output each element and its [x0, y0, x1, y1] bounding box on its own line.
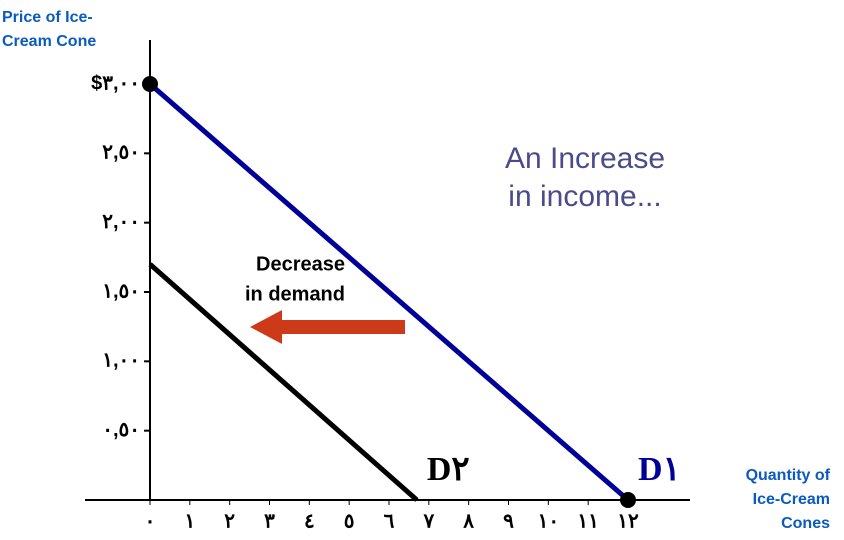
x-tick-label: ٠ — [145, 510, 156, 532]
y-tick-label: ٠,٥٠ — [102, 419, 140, 441]
x-tick-label: ٥ — [344, 510, 355, 532]
y-tick-label: ١,٠٠ — [102, 350, 140, 372]
x-tick-label: ٨ — [462, 510, 474, 532]
annotation: An Increase — [505, 142, 665, 175]
annotation: Decrease — [256, 253, 345, 275]
y-tick-label: ١,٥٠ — [102, 280, 140, 302]
x-tick-label: ٤ — [304, 510, 315, 532]
y-tick-label: $٣,٠٠ — [91, 72, 140, 94]
x-tick-label: ٧ — [422, 510, 434, 532]
x-tick-label: ٢ — [224, 510, 235, 532]
series-label: D١ — [638, 451, 681, 488]
endpoint — [620, 492, 636, 508]
x-axis-label: Quantity of — [746, 467, 831, 484]
x-tick-label: ٩ — [503, 510, 514, 532]
x-tick-label: ١٠ — [538, 510, 559, 532]
annotation: in demand — [245, 283, 345, 305]
y-axis-label: Cream Cone — [2, 33, 96, 50]
x-axis-label: Ice-Cream — [753, 491, 830, 508]
x-axis-label: Cones — [781, 515, 830, 532]
endpoint — [142, 76, 158, 92]
series-label: D٢ — [427, 451, 470, 488]
y-tick-label: ٢,٥٠ — [102, 142, 140, 164]
x-tick-label: ٣ — [264, 510, 275, 532]
x-tick-label: ١١ — [577, 510, 598, 532]
shift-arrow-head — [250, 310, 282, 344]
annotation: in income... — [508, 180, 661, 213]
x-tick-label: ١٢ — [617, 510, 639, 532]
y-tick-label: ٢,٠٠ — [102, 211, 140, 233]
x-tick-label: ٦ — [384, 510, 395, 532]
demand-line — [148, 82, 630, 502]
y-axis-label: Price of Ice- — [2, 9, 93, 26]
x-tick-label: ١ — [184, 510, 195, 532]
demand-line — [148, 262, 419, 502]
